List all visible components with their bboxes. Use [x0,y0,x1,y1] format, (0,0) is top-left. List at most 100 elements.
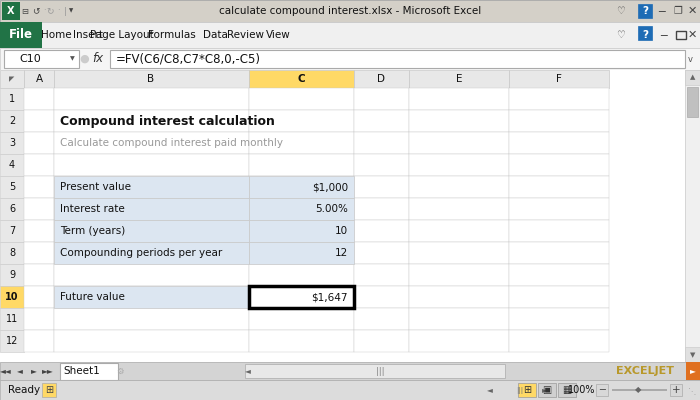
Bar [354,110,409,132]
Bar [0,242,24,264]
Text: X: X [7,6,15,16]
Text: ⊞: ⊞ [523,385,531,395]
Bar [638,26,652,40]
Text: ►►: ►► [42,366,54,376]
Text: ✕: ✕ [687,6,696,16]
Bar [509,154,609,176]
Text: ◄: ◄ [245,366,251,376]
Bar [409,154,509,176]
Bar [612,389,667,391]
Text: ⚙: ⚙ [116,366,124,376]
Bar [24,70,54,88]
Text: ▼: ▼ [69,56,74,62]
Bar [676,31,686,39]
Bar [354,132,409,154]
Bar [249,308,354,330]
Bar [0,132,24,154]
Text: ▲: ▲ [690,74,696,80]
Bar [670,384,682,396]
Text: ·: · [57,6,60,16]
Bar [54,242,249,264]
Text: Compound interest calculation: Compound interest calculation [60,114,275,128]
Text: ⊞: ⊞ [45,385,53,395]
Text: C: C [298,74,304,84]
Text: ·: · [43,6,46,16]
Text: 1: 1 [9,94,15,104]
Bar [685,70,700,362]
Text: File: File [9,28,33,42]
Text: ●: ● [79,54,89,64]
Bar [354,154,409,176]
Bar [509,220,609,242]
Bar [409,176,509,198]
Text: Ready: Ready [8,385,40,395]
Bar [249,154,354,176]
Text: 12: 12 [335,248,348,258]
Bar [54,308,249,330]
Bar [509,286,609,308]
Bar [249,132,354,154]
Bar [54,198,249,220]
Bar [509,242,609,264]
Bar [249,220,354,242]
Bar [509,132,609,154]
Bar [54,220,249,242]
Bar [249,70,354,88]
Text: ►: ► [690,366,696,376]
Bar [0,286,24,308]
Text: 12: 12 [6,336,18,346]
Text: ◤: ◤ [9,76,15,82]
Bar [0,22,42,48]
Text: fx: fx [92,52,104,66]
Bar [0,308,24,330]
Bar [0,220,24,242]
Bar [509,308,609,330]
Bar [509,88,609,110]
Bar [4,50,79,68]
Bar [509,176,609,198]
Bar [54,264,249,286]
Bar [409,308,509,330]
Bar [54,198,249,220]
Text: 2: 2 [9,116,15,126]
Bar [509,330,609,352]
Bar [24,110,54,132]
Bar [24,330,54,352]
Text: B: B [148,74,155,84]
Bar [409,220,509,242]
Text: ▣: ▣ [542,385,552,395]
Bar [54,70,249,88]
Bar [54,132,249,154]
Bar [354,70,409,88]
Bar [249,286,354,308]
Bar [249,286,354,308]
Text: 4: 4 [9,160,15,170]
Text: ▦: ▦ [562,385,572,395]
Bar [685,347,700,362]
Text: E: E [456,74,462,84]
Bar [686,362,700,380]
Text: ◆: ◆ [635,386,641,394]
Bar [249,220,354,242]
Bar [249,110,354,132]
Bar [54,242,249,264]
Bar [0,154,24,176]
Text: 6: 6 [9,204,15,214]
Text: ⊟: ⊟ [22,6,29,16]
Bar [354,264,409,286]
Bar [60,363,118,380]
Bar [0,330,24,352]
Bar [24,176,54,198]
Text: Present value: Present value [60,182,131,192]
Text: Future value: Future value [60,292,125,302]
Bar [558,383,576,397]
Bar [409,88,509,110]
Bar [249,176,354,198]
Text: ▼: ▼ [690,352,696,358]
Bar [354,176,409,198]
Bar [0,110,24,132]
Text: ?: ? [642,30,648,40]
Bar [509,198,609,220]
Text: Data: Data [202,30,228,40]
Text: 100%: 100% [568,385,596,395]
